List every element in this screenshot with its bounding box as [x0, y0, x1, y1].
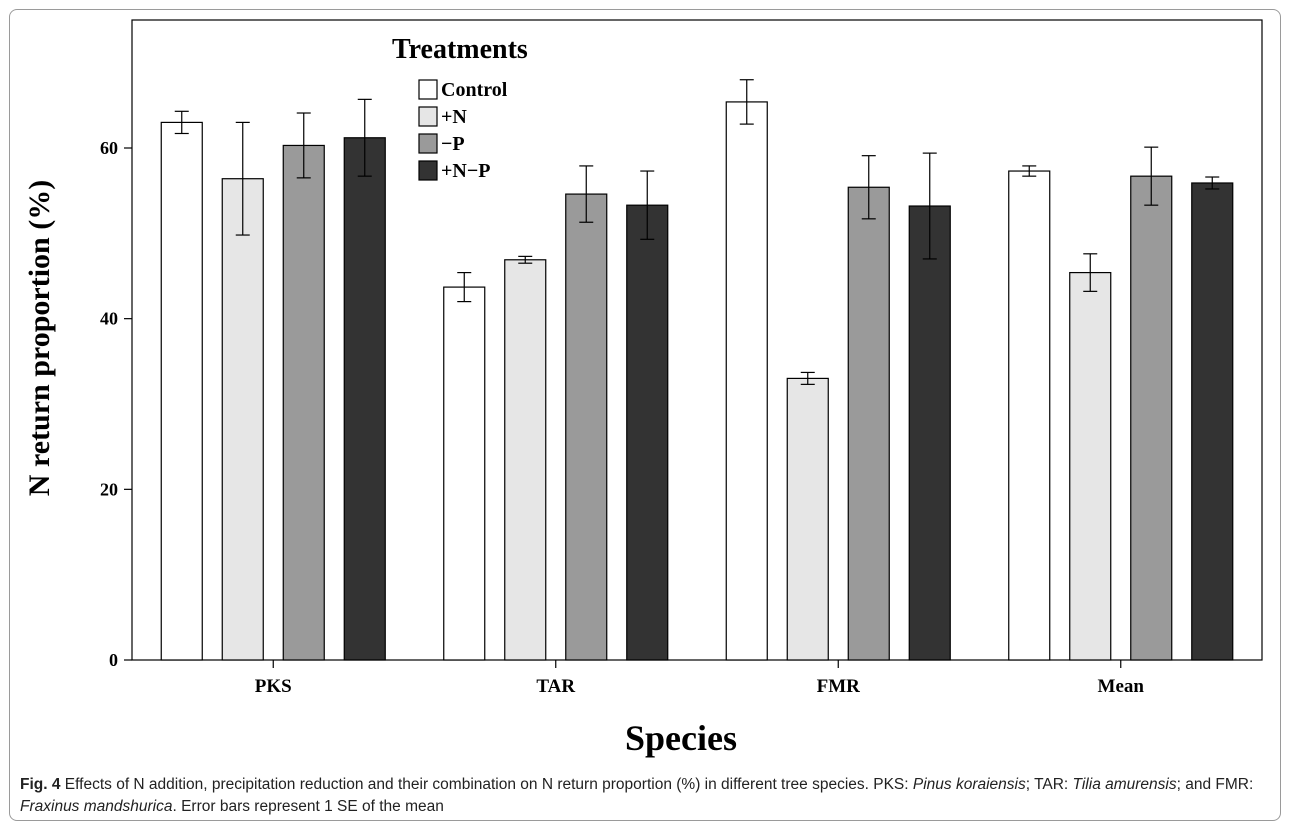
- y-axis-label: N return proportion (%): [23, 180, 56, 496]
- bar: [160, 121, 203, 661]
- legend-title: Treatments: [392, 34, 528, 65]
- legend-entry: Control: [441, 79, 508, 101]
- bar: [725, 101, 768, 661]
- legend-entry: +N: [441, 106, 467, 128]
- x-tick-label: Mean: [1098, 676, 1145, 697]
- bar: [1130, 175, 1173, 661]
- caption-segment: Effects of N addition, precipitation red…: [60, 776, 913, 793]
- plot-area: [131, 19, 1263, 661]
- caption-text: Effects of N addition, precipitation red…: [20, 776, 1253, 815]
- y-tick-label: 0: [109, 650, 118, 670]
- legend-swatch: [418, 133, 438, 154]
- species-name: Fraxinus mandshurica: [20, 798, 173, 815]
- bar: [282, 144, 325, 661]
- species-name: Pinus koraiensis: [912, 776, 1026, 793]
- bar: [343, 137, 386, 661]
- bar: [1008, 170, 1051, 661]
- x-tick-label: PKS: [255, 676, 292, 697]
- bar: [847, 186, 890, 661]
- bar: [908, 205, 951, 661]
- x-tick-label: FMR: [817, 676, 861, 697]
- species-name: Tilia amurensis: [1072, 776, 1177, 793]
- bar: [504, 259, 547, 661]
- bar: [565, 193, 608, 661]
- bars: [160, 79, 1234, 661]
- y-tick-label: 60: [100, 138, 118, 158]
- caption-segment: ; and FMR:: [1176, 776, 1254, 793]
- bar: [786, 377, 829, 661]
- legend-swatch: [418, 160, 438, 181]
- y-tick-label: 40: [100, 309, 118, 329]
- legend-entry: +N−P: [441, 160, 490, 182]
- figure-caption: Fig. 4 Effects of N addition, precipitat…: [20, 774, 1270, 818]
- bar: [443, 286, 486, 661]
- legend-swatch: [418, 106, 438, 127]
- bar: [1191, 182, 1234, 661]
- bar: [221, 178, 264, 661]
- caption-segment: ; TAR:: [1025, 776, 1073, 793]
- x-tick-label: TAR: [536, 676, 575, 697]
- bar-chart: 0 20 40 60 PKS TAR FMR Mean Treatments Control +N…: [23, 19, 1263, 758]
- axes: 0 20 40 60 PKS TAR FMR Mean: [100, 138, 1144, 697]
- x-axis-label: Species: [625, 718, 737, 758]
- figure-label: Fig. 4: [20, 776, 61, 793]
- legend-swatch: [418, 79, 438, 100]
- plot-border: [131, 19, 1263, 661]
- caption-segment: . Error bars represent 1 SE of the mean: [172, 798, 444, 815]
- bar: [1069, 271, 1112, 661]
- y-tick-label: 20: [100, 479, 118, 499]
- bar: [626, 204, 669, 661]
- legend-entry: −P: [441, 133, 465, 155]
